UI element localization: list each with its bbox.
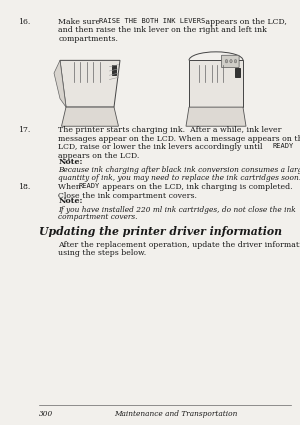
Text: compartment covers.: compartment covers. xyxy=(58,213,138,221)
Polygon shape xyxy=(54,60,66,107)
Text: 18.: 18. xyxy=(18,183,30,191)
Text: LCD, raise or lower the ink levers accordingly until: LCD, raise or lower the ink levers accor… xyxy=(58,143,266,151)
Text: quantity of ink, you may need to replace the ink cartridges soon.: quantity of ink, you may need to replace… xyxy=(58,174,300,181)
FancyBboxPatch shape xyxy=(221,55,239,68)
Bar xyxy=(236,68,240,77)
Text: Note:: Note: xyxy=(58,158,83,166)
Text: READY: READY xyxy=(79,183,100,189)
Text: appears on the LCD.: appears on the LCD. xyxy=(58,152,140,160)
Text: compartments.: compartments. xyxy=(58,35,118,43)
Text: READY: READY xyxy=(273,143,294,149)
Text: Make sure: Make sure xyxy=(58,18,103,26)
Polygon shape xyxy=(189,60,243,107)
Text: Updating the printer driver information: Updating the printer driver information xyxy=(39,226,282,237)
Text: Note:: Note: xyxy=(58,198,83,205)
Bar xyxy=(112,65,116,75)
Text: 17.: 17. xyxy=(18,126,30,134)
Text: appears on the LCD,: appears on the LCD, xyxy=(203,18,287,26)
Text: When: When xyxy=(58,183,84,191)
Text: Close the ink compartment covers.: Close the ink compartment covers. xyxy=(58,192,197,199)
Polygon shape xyxy=(61,107,118,126)
Text: 16.: 16. xyxy=(18,18,30,26)
Circle shape xyxy=(225,60,228,63)
Text: and then raise the ink lever on the right and left ink: and then raise the ink lever on the righ… xyxy=(58,26,267,34)
Circle shape xyxy=(234,60,237,63)
Polygon shape xyxy=(186,107,246,126)
Circle shape xyxy=(230,60,232,63)
Text: RAISE THE BOTH INK LEVERS: RAISE THE BOTH INK LEVERS xyxy=(99,18,205,24)
Polygon shape xyxy=(60,60,120,107)
Text: After the replacement operation, update the driver information: After the replacement operation, update … xyxy=(58,241,300,249)
Text: Maintenance and Transportation: Maintenance and Transportation xyxy=(114,410,237,418)
Text: Because ink charging after black ink conversion consumes a large: Because ink charging after black ink con… xyxy=(58,166,300,174)
Text: The printer starts charging ink.  After a while, ink lever: The printer starts charging ink. After a… xyxy=(58,126,282,134)
Text: messages appear on the LCD. When a message appears on the: messages appear on the LCD. When a messa… xyxy=(58,135,300,143)
Text: 300: 300 xyxy=(39,410,53,418)
Text: If you have installed 220 ml ink cartridges, do not close the ink: If you have installed 220 ml ink cartrid… xyxy=(58,206,296,213)
Text: appears on the LCD, ink charging is completed.: appears on the LCD, ink charging is comp… xyxy=(100,183,292,191)
Text: using the steps below.: using the steps below. xyxy=(58,249,147,257)
